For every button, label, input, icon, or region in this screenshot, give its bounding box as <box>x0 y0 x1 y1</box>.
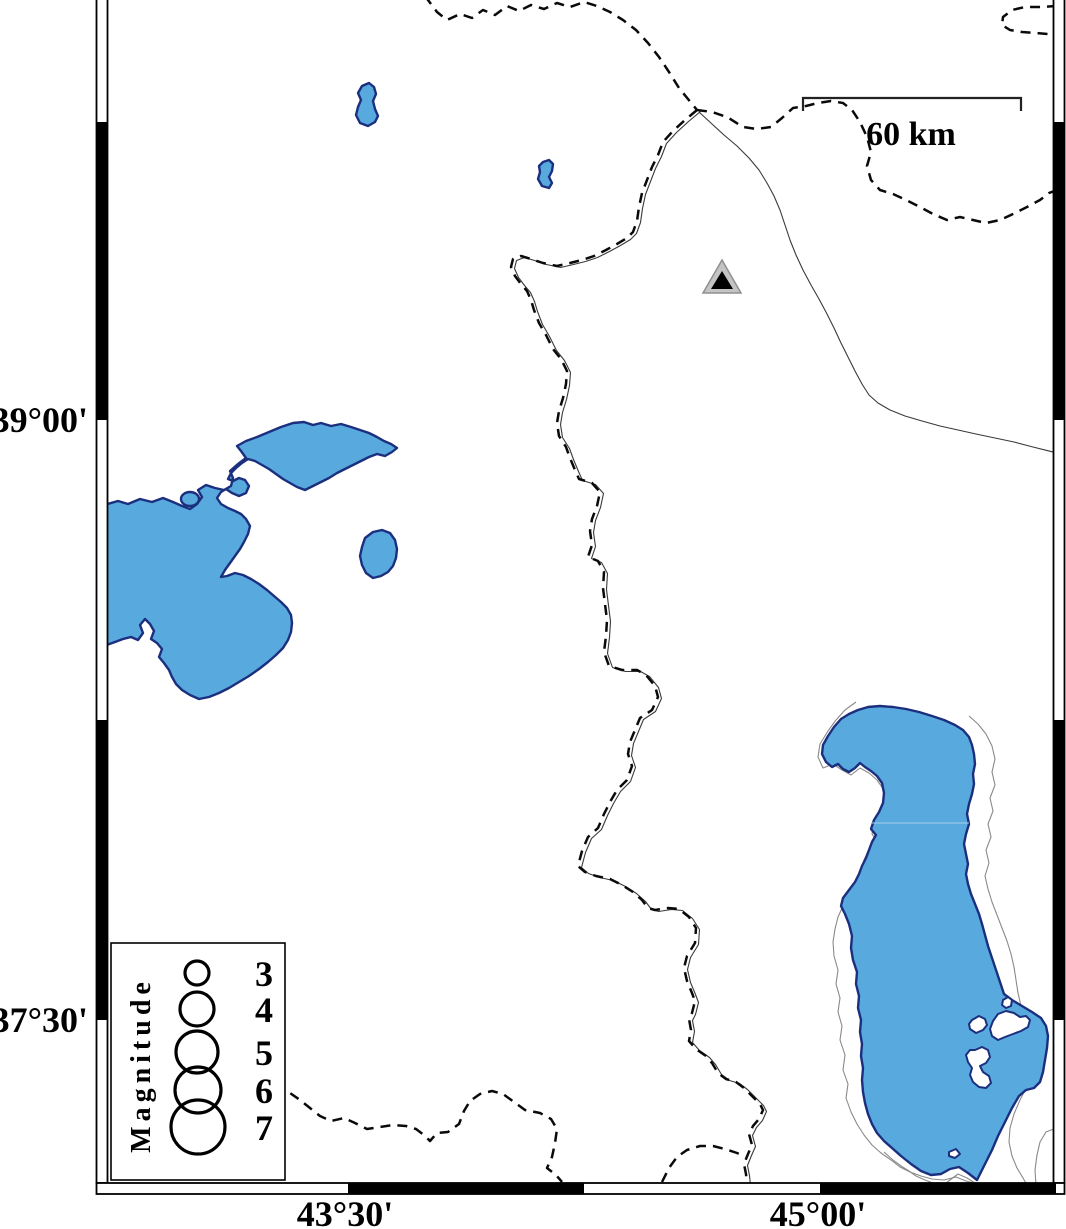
legend-circle-m6 <box>173 1065 223 1115</box>
lat-label-39: 39°00' <box>0 400 88 440</box>
map-frame-left <box>95 0 109 1184</box>
volcano-marker <box>701 258 743 294</box>
border-secondary-line <box>513 111 1054 1183</box>
legend-label-m5: 5 <box>255 1033 273 1073</box>
legend-label-m3: 3 <box>255 954 273 994</box>
legend-circle-m4 <box>178 990 216 1028</box>
legend-circle-m7 <box>169 1098 227 1156</box>
small-lakes <box>179 81 555 580</box>
country-borders <box>274 0 1054 1183</box>
legend-label-m6: 6 <box>255 1071 273 1111</box>
urmia-islands <box>948 996 1031 1159</box>
map-frame-right <box>1052 0 1066 1184</box>
magnitude-legend: Magnitude 3 4 5 6 7 <box>110 942 286 1181</box>
lon-label-45-00: 45°00' <box>770 1194 866 1229</box>
lon-label-43-30: 43°30' <box>297 1194 393 1229</box>
legend-title: Magnitude <box>126 977 157 1153</box>
legend-circle-m5 <box>174 1029 220 1075</box>
lake-van <box>107 420 399 701</box>
lake-urmia <box>820 704 1050 1182</box>
legend-label-m7: 7 <box>255 1108 273 1148</box>
scale-bar: 60 km <box>801 96 1023 153</box>
legend-circle-m3 <box>183 959 211 987</box>
scale-bar-label: 60 km <box>866 116 956 153</box>
lat-label-37-30: 37°30' <box>0 1000 88 1040</box>
map-frame-bottom <box>95 1182 1066 1195</box>
legend-label-m4: 4 <box>255 990 273 1030</box>
